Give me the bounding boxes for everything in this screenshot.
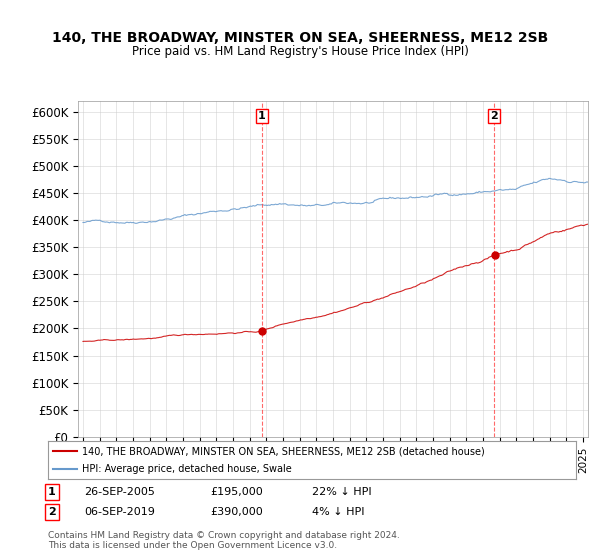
Text: 2: 2 — [48, 507, 56, 517]
Text: 140, THE BROADWAY, MINSTER ON SEA, SHEERNESS, ME12 2SB: 140, THE BROADWAY, MINSTER ON SEA, SHEER… — [52, 31, 548, 45]
Text: 22% ↓ HPI: 22% ↓ HPI — [312, 487, 371, 497]
Text: Contains HM Land Registry data © Crown copyright and database right 2024.
This d: Contains HM Land Registry data © Crown c… — [48, 531, 400, 550]
Text: 1: 1 — [258, 111, 266, 121]
Text: 4% ↓ HPI: 4% ↓ HPI — [312, 507, 365, 517]
Text: 2: 2 — [490, 111, 498, 121]
Text: 06-SEP-2019: 06-SEP-2019 — [84, 507, 155, 517]
Text: £390,000: £390,000 — [210, 507, 263, 517]
Text: 26-SEP-2005: 26-SEP-2005 — [84, 487, 155, 497]
Text: £195,000: £195,000 — [210, 487, 263, 497]
Text: 1: 1 — [48, 487, 56, 497]
Text: Price paid vs. HM Land Registry's House Price Index (HPI): Price paid vs. HM Land Registry's House … — [131, 45, 469, 58]
Text: 140, THE BROADWAY, MINSTER ON SEA, SHEERNESS, ME12 2SB (detached house): 140, THE BROADWAY, MINSTER ON SEA, SHEER… — [82, 446, 485, 456]
Text: HPI: Average price, detached house, Swale: HPI: Average price, detached house, Swal… — [82, 464, 292, 474]
